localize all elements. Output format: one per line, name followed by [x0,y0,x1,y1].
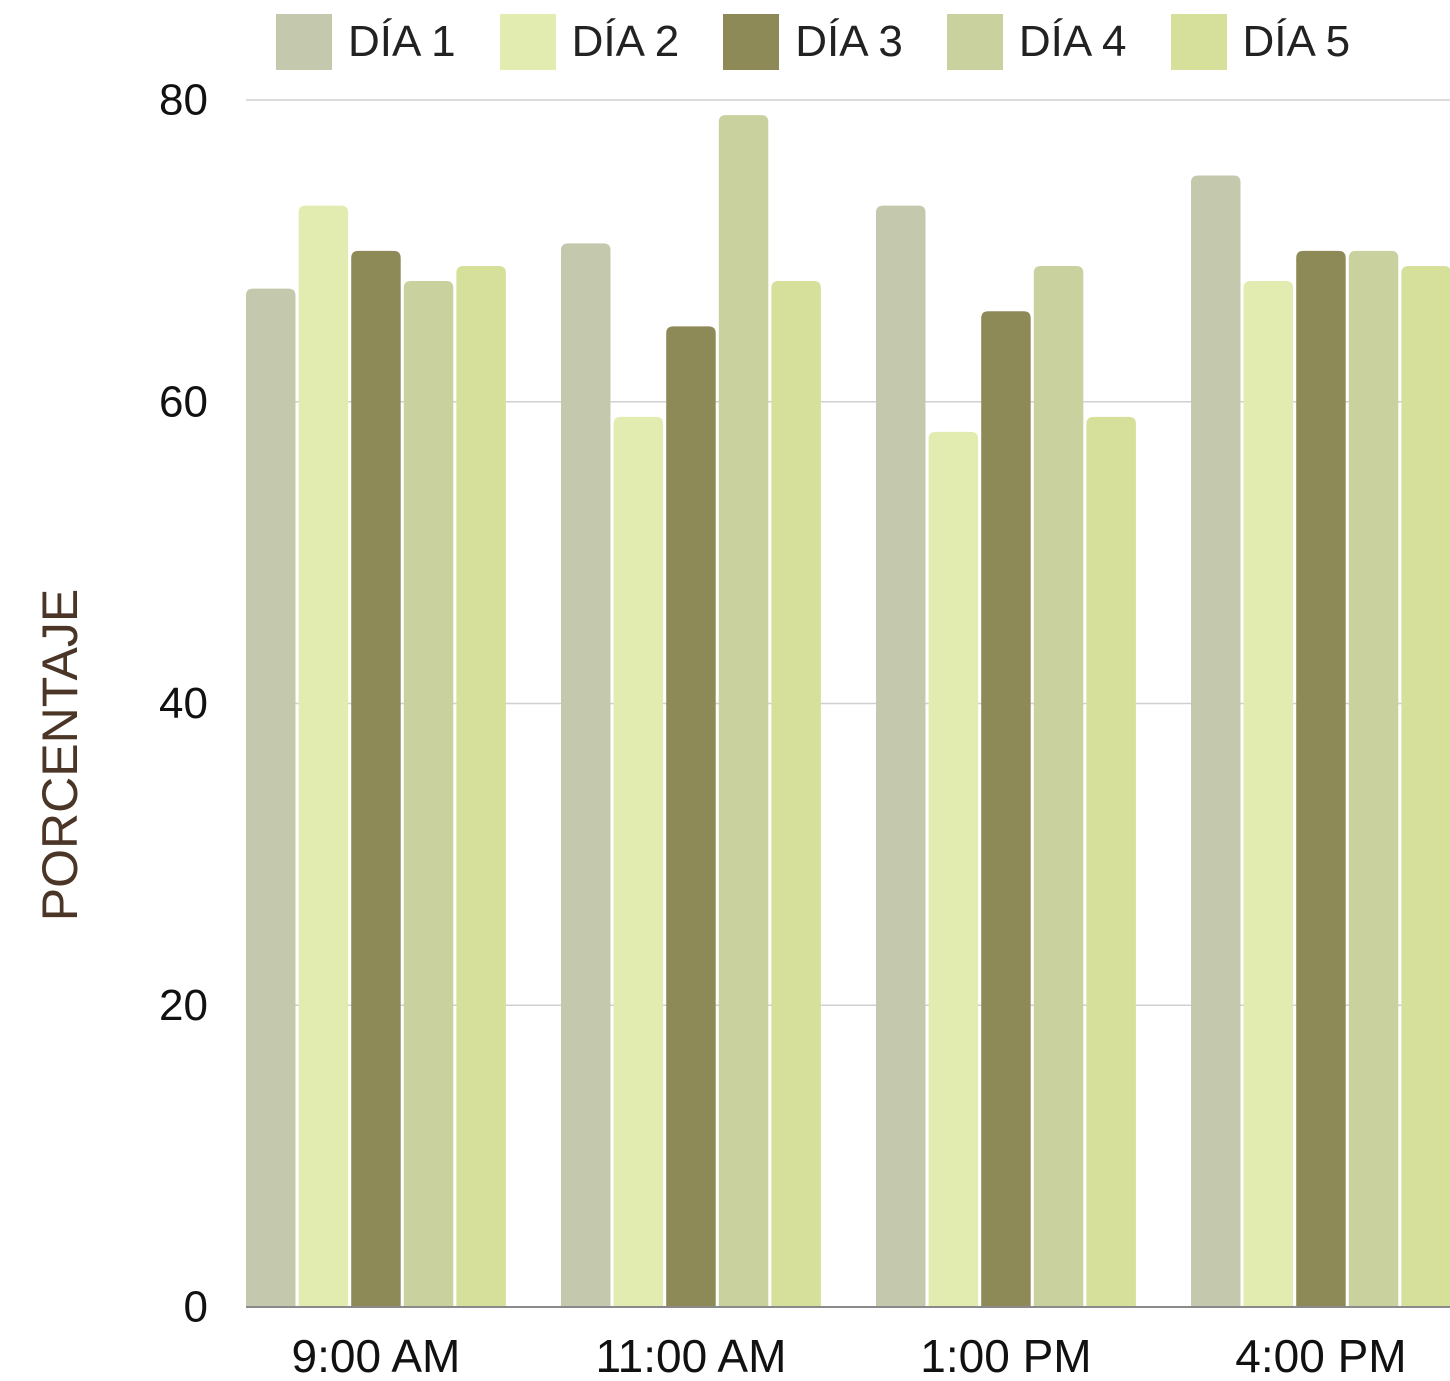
bar-9-00-am-dia-1 [246,288,296,1307]
bar-4-00-pm-dia-4 [1348,250,1399,1307]
bar-11-00-am-dia-4 [718,115,769,1307]
bar-11-00-am-dia-1 [561,243,611,1307]
bar-11-00-am-dia-3 [666,326,716,1307]
x-tick-label-4-00-pm: 4:00 PM [1235,1330,1406,1381]
bar-9-00-am-dia-3 [351,250,401,1307]
legend-swatch-dia-1 [276,14,332,70]
legend-swatch-dia-3 [723,14,780,70]
y-tick-label-0: 0 [184,1283,208,1332]
legend-label-dia-4: DÍA 4 [1018,17,1127,66]
bar-1-00-pm-dia-4 [1033,265,1084,1307]
legend-swatch-dia-5 [1170,14,1227,70]
bar-4-00-pm-dia-1 [1191,175,1241,1307]
legend-item-dia-5: DÍA 5 [1170,14,1351,70]
bar-9-00-am-dia-5 [456,265,506,1307]
bar-9-00-am-dia-4 [403,281,454,1307]
legend-item-dia-2: DÍA 2 [499,14,680,70]
legend-item-dia-1: DÍA 1 [276,14,456,70]
bar-4-00-pm-dia-2 [1243,281,1294,1307]
y-axis-ticks: 0 20 40 60 80 [159,76,208,1332]
legend-swatch-dia-2 [499,14,556,70]
bar-4-00-pm-dia-3 [1296,250,1346,1307]
legend-item-dia-3: DÍA 3 [723,14,903,70]
bar-9-00-am-dia-2 [298,205,349,1307]
y-tick-label-80: 80 [159,76,208,125]
bar-11-00-am-dia-2 [613,416,664,1307]
x-axis-ticks: 9:00 AM 11:00 AM 1:00 PM 4:00 PM [292,1330,1407,1381]
legend-label-dia-5: DÍA 5 [1242,17,1351,66]
x-tick-label-11-00-am: 11:00 AM [595,1330,786,1381]
bar-1-00-pm-dia-2 [928,431,979,1307]
legend-label-dia-1: DÍA 1 [348,17,456,66]
bar-4-00-pm-dia-5 [1401,265,1450,1307]
legend-label-dia-3: DÍA 3 [795,17,903,66]
chart-legend: DÍA 1 DÍA 2 DÍA 3 DÍA 4 DÍA 5 [276,12,1350,72]
legend-label-dia-2: DÍA 2 [571,17,680,66]
bar-1-00-pm-dia-5 [1086,416,1136,1307]
legend-swatch-dia-4 [946,14,1003,70]
bars [246,115,1450,1308]
x-tick-label-9-00-am: 9:00 AM [292,1330,461,1381]
bar-11-00-am-dia-5 [771,281,821,1307]
y-tick-label-60: 60 [159,377,208,426]
bar-1-00-pm-dia-1 [876,205,926,1307]
legend-item-dia-4: DÍA 4 [946,14,1127,70]
y-tick-label-20: 20 [159,981,208,1030]
y-tick-label-40: 40 [159,679,208,728]
x-tick-label-1-00-pm: 1:00 PM [920,1330,1091,1381]
bar-1-00-pm-dia-3 [981,311,1031,1308]
